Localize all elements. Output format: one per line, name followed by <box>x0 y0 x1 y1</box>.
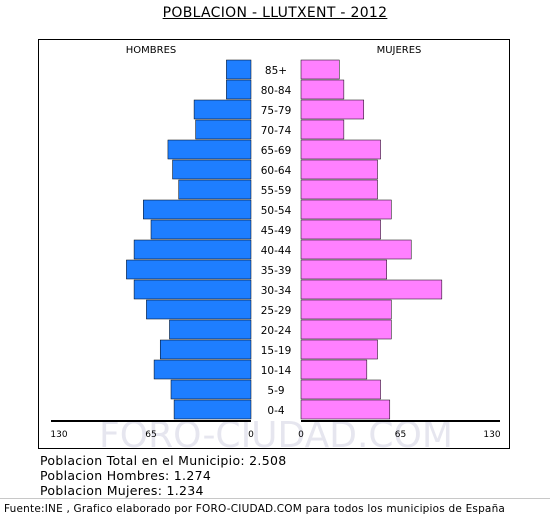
footer-divider <box>0 498 550 499</box>
bar-mujeres-40-44 <box>300 239 412 260</box>
age-group-label-75-79: 75-79 <box>261 105 292 117</box>
age-group-label-60-64: 60-64 <box>261 165 292 177</box>
source-note: Fuente:INE , Grafico elaborado por FORO-… <box>4 503 506 515</box>
bar-hombres-60-64 <box>172 159 252 180</box>
bar-mujeres-5-9 <box>300 379 381 400</box>
bar-hombres-35-39 <box>126 259 252 280</box>
bar-hombres-80-84 <box>226 79 252 100</box>
age-group-label-20-24: 20-24 <box>261 325 292 337</box>
right-tick-label-65: 65 <box>395 430 406 440</box>
bar-mujeres-75-79 <box>300 99 365 120</box>
age-group-label-25-29: 25-29 <box>261 305 292 317</box>
bar-hombres-40-44 <box>133 239 252 260</box>
total-population: Poblacion Total en el Municipio: 2.508 <box>40 453 287 468</box>
bar-hombres-45-49 <box>150 219 252 240</box>
age-group-label-85+: 85+ <box>265 65 287 77</box>
age-group-label-30-34: 30-34 <box>261 285 292 297</box>
pyramid-frame: FORO-CIUDAD.COM HOMBRES MUJERES 0-4 5-9 10-14… <box>38 39 510 449</box>
age-group-label-5-9: 5-9 <box>267 385 284 397</box>
bar-mujeres-60-64 <box>300 159 378 180</box>
age-group-label-15-19: 15-19 <box>261 345 292 357</box>
chart-title: POBLACION - LLUTXENT - 2012 <box>162 5 388 21</box>
bar-hombres-30-34 <box>133 279 252 300</box>
bar-hombres-85+ <box>226 59 252 80</box>
bar-mujeres-0-4 <box>300 399 391 420</box>
bar-mujeres-15-19 <box>300 339 378 360</box>
bar-mujeres-10-14 <box>300 359 368 380</box>
bar-hombres-20-24 <box>169 319 252 340</box>
age-group-label-55-59: 55-59 <box>261 185 292 197</box>
bar-mujeres-45-49 <box>300 219 381 240</box>
age-group-label-10-14: 10-14 <box>261 365 292 377</box>
age-group-label-40-44: 40-44 <box>261 245 292 257</box>
bar-mujeres-80-84 <box>300 79 345 100</box>
bar-hombres-75-79 <box>193 99 252 120</box>
right-tick-label-0: 0 <box>298 430 304 440</box>
right-series-label: MUJERES <box>377 45 422 56</box>
bar-mujeres-50-54 <box>300 199 392 220</box>
bar-mujeres-70-74 <box>300 119 345 140</box>
bar-hombres-5-9 <box>170 379 252 400</box>
footer: Fuente:INE , Grafico elaborado por FORO-… <box>0 498 550 520</box>
bar-hombres-65-69 <box>167 139 252 160</box>
bar-mujeres-25-29 <box>300 299 392 320</box>
bar-hombres-50-54 <box>143 199 252 220</box>
bar-hombres-55-59 <box>178 179 252 200</box>
age-group-label-50-54: 50-54 <box>261 205 292 217</box>
female-population: Poblacion Mujeres: 1.234 <box>40 483 204 498</box>
bar-hombres-15-19 <box>159 339 252 360</box>
age-group-label-70-74: 70-74 <box>261 125 292 137</box>
left-tick-label-65: 65 <box>145 430 156 440</box>
left-series-label: HOMBRES <box>126 45 177 56</box>
bar-mujeres-85+ <box>300 59 340 80</box>
bar-hombres-0-4 <box>173 399 252 420</box>
bar-hombres-70-74 <box>195 119 252 140</box>
age-group-label-35-39: 35-39 <box>261 265 292 277</box>
bar-mujeres-20-24 <box>300 319 392 340</box>
bar-mujeres-35-39 <box>300 259 387 280</box>
male-population: Poblacion Hombres: 1.274 <box>40 468 212 483</box>
bar-hombres-10-14 <box>153 359 252 380</box>
bar-mujeres-65-69 <box>300 139 381 160</box>
age-group-label-65-69: 65-69 <box>261 145 292 157</box>
age-group-label-45-49: 45-49 <box>261 225 292 237</box>
age-group-label-0-4: 0-4 <box>267 405 284 417</box>
bar-hombres-25-29 <box>146 299 252 320</box>
right-tick-label-130: 130 <box>483 430 500 440</box>
left-tick-label-0: 0 <box>248 430 254 440</box>
age-group-label-80-84: 80-84 <box>261 85 292 97</box>
left-tick-label-130: 130 <box>50 430 67 440</box>
bar-mujeres-55-59 <box>300 179 378 200</box>
bar-mujeres-30-34 <box>300 279 443 300</box>
